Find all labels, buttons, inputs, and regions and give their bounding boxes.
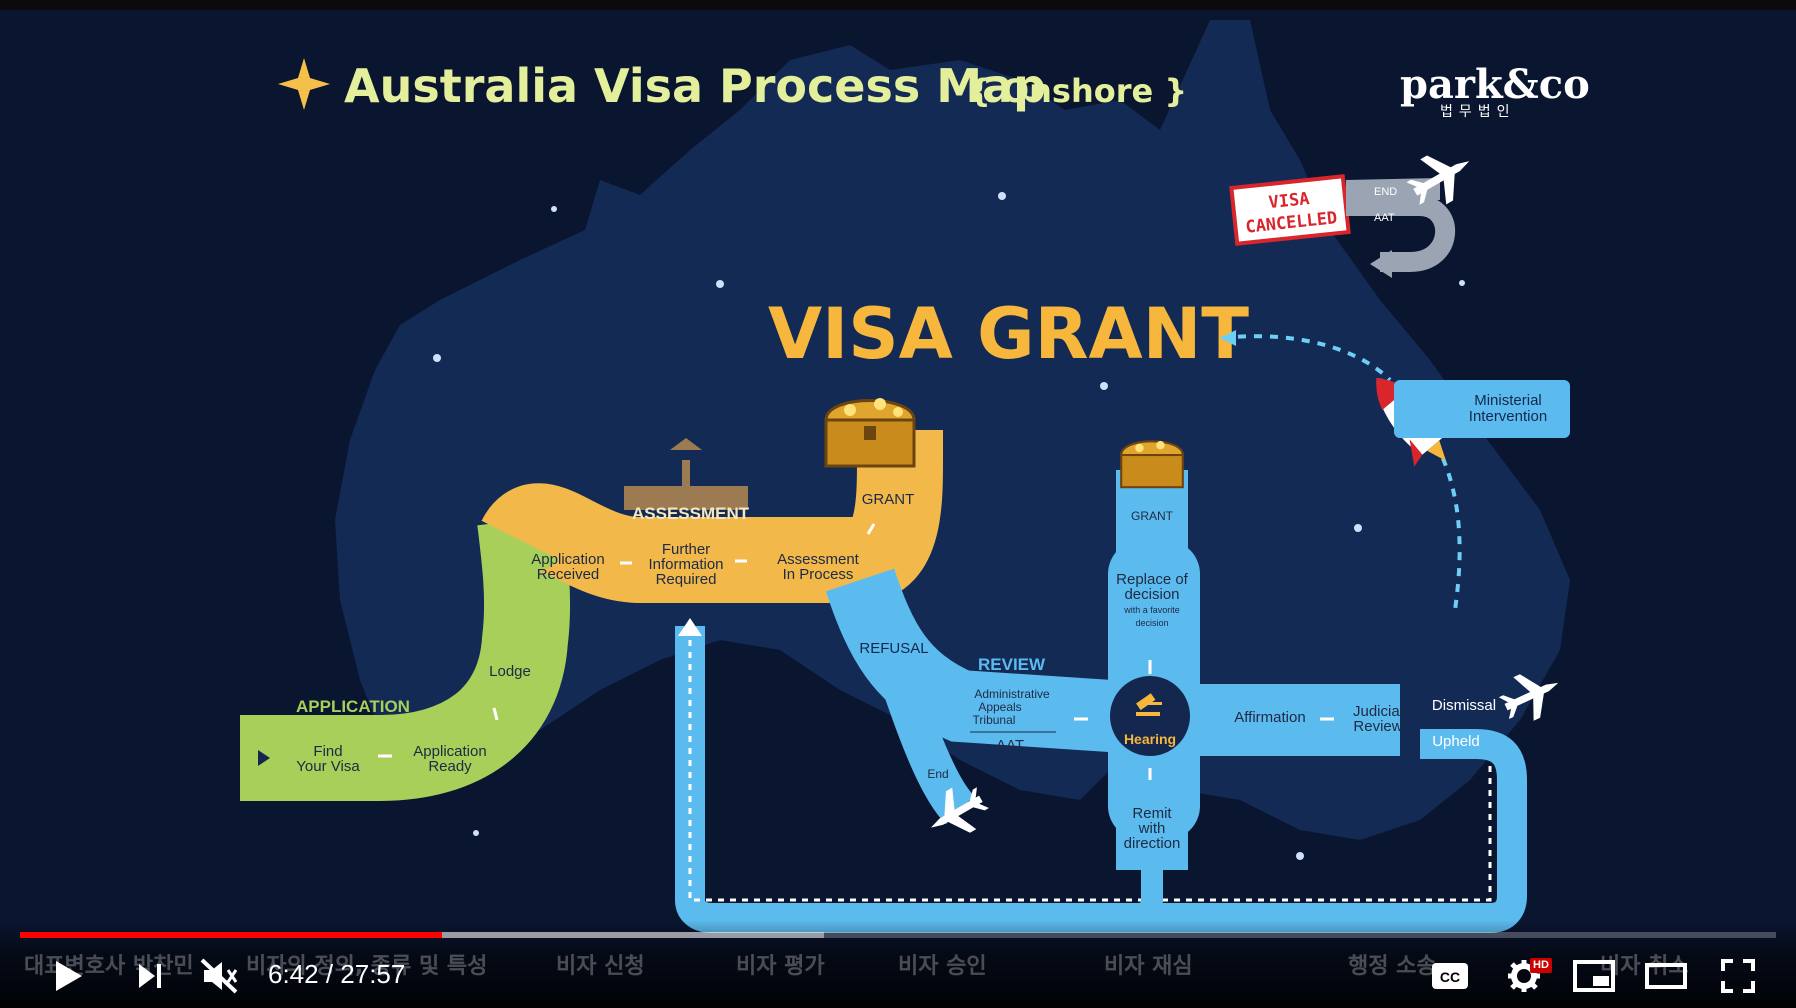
- grant-label: GRANT: [862, 491, 915, 508]
- svg-text:decision: decision: [1135, 618, 1168, 628]
- visa-grant-heading: VISA GRANT: [768, 293, 1249, 375]
- miniplayer-button[interactable]: [1568, 952, 1620, 1000]
- return-road-dash: [688, 640, 1492, 902]
- treasure-chest-icon: [824, 398, 916, 468]
- application-label: APPLICATION: [296, 697, 410, 716]
- aat-block-label: Administrative: [974, 687, 1050, 701]
- svg-text:Ministerial: Ministerial: [1474, 392, 1542, 409]
- progress-played: [20, 932, 442, 938]
- star-decorations: [433, 192, 1465, 860]
- captions-button[interactable]: CC: [1424, 952, 1476, 1000]
- chapter-label: 대표변호사 박찬민: [24, 954, 194, 979]
- treasure-chest-small-icon: [1120, 440, 1184, 489]
- remit-return-road: [700, 860, 1163, 929]
- chapter-label: 비자 재심: [1104, 954, 1193, 979]
- upheld-label: Upheld: [1432, 733, 1480, 750]
- chapter-label: 행정 소송: [1348, 954, 1437, 979]
- application-ready-label: Application: [413, 743, 486, 760]
- svg-text:Intervention: Intervention: [1469, 408, 1547, 425]
- grant-review-label: GRANT: [1131, 509, 1174, 523]
- assessment-road: [481, 430, 943, 603]
- svg-text:direction: direction: [1124, 835, 1181, 852]
- refusal-road: [825, 568, 1400, 756]
- settings-button[interactable]: [1498, 952, 1550, 1000]
- logo-subtext: 법무법인: [1440, 104, 1516, 120]
- svg-text:Hearing: Hearing: [1124, 731, 1176, 747]
- time-display: 6:42 / 27:57: [268, 959, 406, 989]
- svg-text:Ready: Ready: [428, 758, 472, 775]
- play-marker-icon: [258, 750, 270, 766]
- svg-text:Review: Review: [1353, 718, 1402, 735]
- road-dashes: [378, 523, 1334, 780]
- svg-text:Your Visa: Your Visa: [296, 758, 360, 775]
- visa-cancelled-stamp: VISA CANCELLED: [1229, 174, 1351, 246]
- assessment-building-icon: [624, 438, 748, 510]
- theater-mode-button[interactable]: [1640, 952, 1692, 1000]
- review-label: REVIEW: [978, 655, 1046, 674]
- end-label: End: [927, 767, 948, 781]
- ministerial-box: [1394, 380, 1570, 438]
- refusal-label: REFUSAL: [859, 640, 928, 657]
- application-road: [240, 514, 571, 801]
- gavel-icon: [1136, 693, 1162, 716]
- dismissal-label: Dismissal: [1432, 697, 1496, 714]
- chapter-label: 비자의 정의, 종류 및 특성: [246, 954, 488, 979]
- svg-text:Information: Information: [648, 556, 723, 573]
- cc-icon: CC: [1432, 963, 1468, 989]
- return-arrow-icon: [1370, 250, 1392, 278]
- svg-text:In Process: In Process: [783, 566, 854, 583]
- airplane-end-icon: [930, 787, 989, 833]
- svg-text:Required: Required: [656, 571, 717, 588]
- page-subtitle: { Onshore }: [968, 72, 1187, 110]
- svg-text:CC: CC: [1440, 969, 1460, 985]
- svg-text:Appeals: Appeals: [978, 700, 1021, 714]
- skip-next-icon: [139, 964, 161, 988]
- airplane-icon: [1406, 155, 1470, 205]
- airplane-dismissal-icon: [1498, 674, 1559, 721]
- volume-muted-icon: [200, 958, 238, 994]
- logo: park&co: [1400, 61, 1590, 108]
- aat-label: AAT: [996, 737, 1024, 754]
- fullscreen-icon: [1721, 959, 1755, 993]
- hd-badge: HD: [1530, 958, 1552, 973]
- return-road: [675, 626, 1527, 933]
- play-icon: [56, 961, 82, 991]
- mute-button[interactable]: [196, 952, 244, 1000]
- next-button[interactable]: [126, 952, 174, 1000]
- replace-decision-label: Replace of: [1116, 571, 1189, 588]
- svg-text:with a favorite: with a favorite: [1123, 605, 1180, 615]
- find-visa-label: Find: [313, 743, 342, 760]
- arrow-up-icon: [678, 618, 702, 636]
- chapter-label: 비자 신청: [556, 954, 645, 979]
- svg-text:END: END: [1374, 186, 1397, 198]
- cancel-aat-road: [1346, 196, 1455, 272]
- assessment-label: ASSESSMENT: [632, 504, 750, 523]
- svg-text:AAT: AAT: [1374, 212, 1395, 224]
- svg-text:VISA: VISA: [1268, 189, 1311, 213]
- page-title: Australia Visa Process Map: [344, 59, 1046, 113]
- judicial-review-label: Judicial: [1353, 703, 1403, 720]
- gear-icon: [1508, 960, 1540, 992]
- chapter-label: 비자 평가: [736, 954, 825, 979]
- remit-label: Remit: [1132, 805, 1172, 822]
- arrow-head-icon: [1220, 330, 1236, 346]
- svg-text:Received: Received: [537, 566, 600, 583]
- affirmation-label: Affirmation: [1234, 709, 1305, 726]
- theater-mode-icon: [1645, 963, 1687, 989]
- play-button[interactable]: [44, 952, 92, 1000]
- lodge-label: Lodge: [489, 663, 531, 680]
- further-info-label: Further: [662, 541, 710, 558]
- miniplayer-icon: [1573, 960, 1615, 992]
- assessment-in-process-label: Assessment: [777, 551, 860, 568]
- svg-text:Tribunal: Tribunal: [973, 713, 1016, 727]
- application-received-label: Application: [531, 551, 604, 568]
- fullscreen-button[interactable]: [1712, 952, 1764, 1000]
- svg-text:decision: decision: [1124, 586, 1179, 603]
- sparkle-icon: [278, 58, 330, 110]
- progress-bar[interactable]: [20, 932, 1776, 938]
- svg-text:with: with: [1138, 820, 1166, 837]
- chapter-label: 비자 승인: [898, 954, 987, 979]
